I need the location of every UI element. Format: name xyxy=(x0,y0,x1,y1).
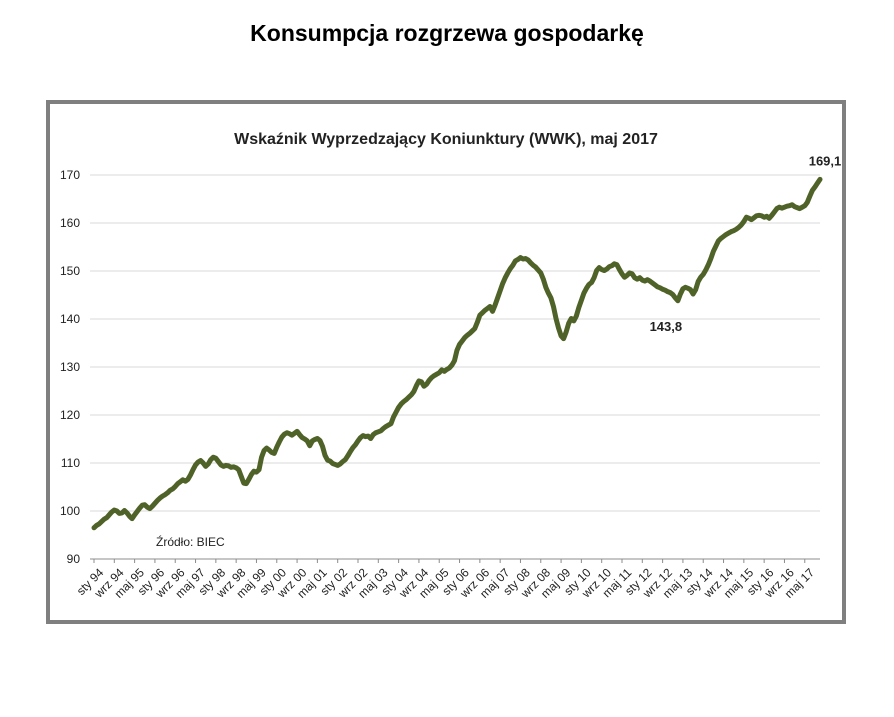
series-layer xyxy=(91,176,823,531)
y-tick-label: 170 xyxy=(60,168,80,182)
chart-title: Wskaźnik Wyprzedzający Koniunktury (WWK)… xyxy=(234,131,658,148)
annotation-last-value: 169,1 xyxy=(809,153,842,168)
annotations: 169,1 143,8 xyxy=(650,153,842,333)
y-tick-label: 160 xyxy=(60,216,80,230)
gridlines xyxy=(90,174,820,560)
series-line xyxy=(91,176,823,531)
line-chart: Wskaźnik Wyprzedzający Koniunktury (WWK)… xyxy=(60,131,842,601)
y-tick-label: 100 xyxy=(60,504,80,518)
y-tick-label: 120 xyxy=(60,408,80,422)
y-tick-label: 90 xyxy=(67,552,81,566)
y-tick-label: 110 xyxy=(61,456,80,470)
page-title: Konsumpcja rozgrzewa gospodarkę xyxy=(250,20,644,46)
y-tick-label: 140 xyxy=(60,312,80,326)
y-tick-label: 150 xyxy=(60,264,80,278)
annotation-local-min: 143,8 xyxy=(650,319,683,334)
chart-frame: Wskaźnik Wyprzedzający Koniunktury (WWK)… xyxy=(46,100,846,624)
y-axis-ticks: 90 100 110 120 130 140 150 160 170 xyxy=(60,168,80,566)
y-tick-label: 130 xyxy=(60,360,80,374)
source-note: Źródło: BIEC xyxy=(156,534,225,549)
